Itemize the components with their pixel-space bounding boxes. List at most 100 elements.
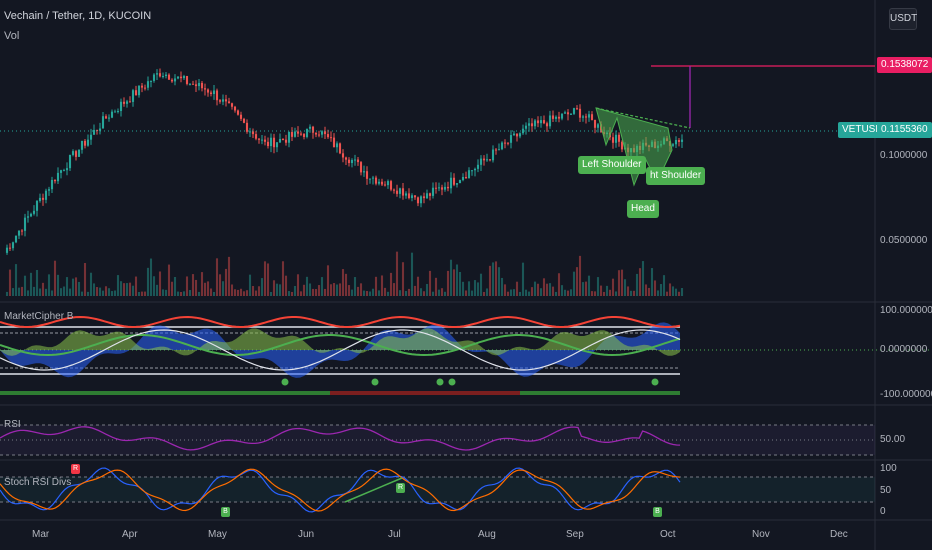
- volume-bar: [341, 269, 345, 296]
- volume-bar: [620, 269, 624, 296]
- candle-body: [182, 76, 186, 79]
- stoch-title[interactable]: Stoch RSI Divs: [4, 477, 72, 488]
- volume-bar: [482, 291, 486, 296]
- volume-bar: [149, 258, 153, 296]
- volume-bar: [464, 290, 468, 296]
- candle-body: [95, 129, 99, 131]
- time-label: Aug: [478, 529, 496, 540]
- left-shoulder-label: Left Shoulder: [578, 156, 646, 174]
- candle-body: [443, 186, 447, 190]
- candle-body: [530, 123, 534, 127]
- mcb-tick: -100.0000000: [880, 389, 932, 400]
- volume-bar: [644, 284, 648, 296]
- candle-body: [557, 116, 561, 119]
- price-tick: 0.0500000: [880, 235, 928, 246]
- volume-bar: [500, 277, 504, 296]
- volume-bar: [53, 260, 57, 296]
- currency-button[interactable]: USDT: [889, 8, 917, 30]
- volume-bar: [332, 283, 336, 296]
- candle-body: [614, 134, 618, 143]
- time-label: Dec: [830, 529, 848, 540]
- time-label: Sep: [566, 529, 584, 540]
- rsi-title[interactable]: RSI: [4, 419, 21, 430]
- candle-body: [233, 106, 237, 111]
- volume-bar: [320, 277, 324, 296]
- volume-bar: [302, 284, 306, 296]
- volume-bar: [641, 261, 645, 296]
- volume-bar: [287, 291, 291, 296]
- volume-bar: [632, 290, 636, 296]
- volume-bar: [317, 285, 321, 296]
- candle-body: [266, 141, 270, 147]
- volume-bar: [434, 277, 438, 296]
- volume-bar: [89, 272, 93, 296]
- volume-bar: [386, 291, 390, 296]
- volume-bar: [266, 263, 270, 296]
- volume-bar: [11, 288, 15, 296]
- candle-body: [302, 134, 306, 137]
- candle-body: [203, 88, 207, 90]
- candle-body: [287, 132, 291, 143]
- last-price-tag: 0.1155360: [877, 122, 932, 138]
- volume-bar: [566, 290, 570, 296]
- volume-bar: [383, 287, 387, 296]
- candle-body: [371, 177, 375, 179]
- candle-body: [407, 193, 411, 199]
- candle-body: [359, 162, 363, 173]
- candle-body: [158, 73, 162, 77]
- candle-body: [224, 99, 228, 102]
- volume-bar: [524, 289, 528, 296]
- candle-body: [215, 90, 219, 101]
- candle-body: [497, 149, 501, 151]
- volume-bar: [248, 274, 252, 296]
- candle-body: [542, 120, 546, 124]
- candle-body: [137, 85, 141, 96]
- volume-bar: [176, 291, 180, 296]
- volume-bar: [239, 288, 243, 296]
- volume-bar: [233, 289, 237, 296]
- volume-bar: [305, 276, 309, 296]
- candle-body: [236, 110, 240, 115]
- volume-bar: [338, 283, 342, 296]
- candle-body: [143, 87, 147, 89]
- volume-bar: [173, 276, 177, 296]
- volume-bar: [353, 277, 357, 296]
- candle-body: [11, 242, 15, 249]
- candle-body: [386, 181, 390, 186]
- candle-body: [23, 217, 27, 231]
- candle-body: [413, 195, 417, 198]
- time-label: Oct: [660, 529, 676, 540]
- candle-body: [617, 134, 621, 142]
- candle-body: [404, 193, 408, 196]
- volume-bar: [608, 289, 612, 296]
- volume-bar: [251, 286, 255, 296]
- volume-bar: [521, 262, 525, 296]
- volume-bar: [47, 274, 51, 296]
- volume-bar: [617, 270, 621, 296]
- symbol-title[interactable]: Vechain / Tether, 1D, KUCOIN: [4, 10, 152, 22]
- candle-body: [131, 90, 135, 102]
- candle-body: [590, 114, 594, 120]
- candle-body: [353, 159, 357, 161]
- candle-body: [326, 134, 330, 138]
- volume-bar: [206, 281, 210, 296]
- candle-body: [113, 111, 117, 113]
- volume-bar: [410, 252, 414, 296]
- marketcipher-title[interactable]: MarketCipher B: [4, 311, 74, 322]
- volume-bar: [659, 284, 663, 296]
- volume-bar: [578, 255, 582, 296]
- volume-bar: [476, 282, 480, 296]
- candle-body: [20, 230, 24, 232]
- volume-bar: [242, 291, 246, 296]
- candle-body: [110, 111, 114, 118]
- volume-bar: [80, 291, 84, 296]
- rsi-line: [0, 426, 681, 451]
- volume-bar: [14, 264, 18, 296]
- candle-body: [410, 195, 414, 199]
- volume-bar: [599, 285, 603, 296]
- candle-body: [284, 139, 288, 143]
- candle-body: [455, 183, 459, 185]
- volume-bar: [452, 269, 456, 296]
- volume-bar: [575, 267, 579, 296]
